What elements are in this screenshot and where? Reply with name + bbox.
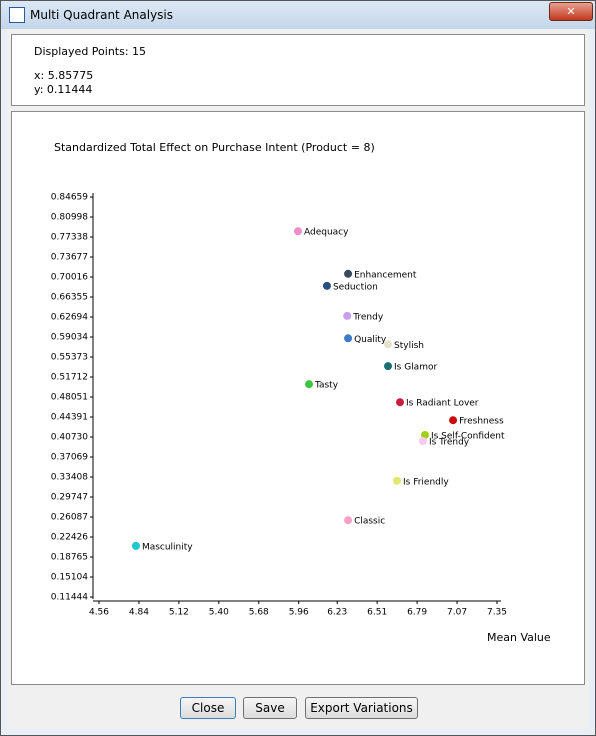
point: [418, 436, 427, 445]
y-tick-label: 0.22426: [51, 533, 88, 543]
y-tick-label: 0.11444: [51, 593, 88, 603]
y-tick-label: 0.55373: [51, 353, 88, 363]
y-tick-label: 0.80998: [51, 213, 88, 223]
x-tick-label: 5.96: [289, 608, 309, 618]
button[interactable]: Save: [243, 697, 297, 719]
point-label: Stylish: [394, 341, 424, 351]
x-tick-label: 7.07: [447, 608, 467, 618]
point: [449, 416, 458, 425]
x-tick-label: 5.68: [249, 608, 269, 618]
button[interactable]: Close: [180, 697, 236, 719]
point: [344, 269, 353, 278]
point-label: Is Trendy: [429, 437, 470, 447]
x-tick-label: 6.23: [327, 608, 347, 618]
cursor-y: y: 0.11444: [34, 83, 93, 96]
point: [343, 311, 352, 320]
point-label: Is Radiant Lover: [406, 399, 479, 409]
chart-title: Standardized Total Effect on Purchase In…: [54, 141, 375, 154]
y-tick-label: 0.70016: [51, 273, 88, 283]
y-tick-label: 0.29747: [51, 493, 88, 503]
y-tick-label: 0.26087: [51, 513, 88, 523]
dialog-body: Displayed Points: 15 x: 5.85775 y: 0.114…: [7, 29, 589, 729]
close-window[interactable]: ✕: [549, 2, 593, 21]
point-count: Displayed Points: 15: [34, 45, 147, 58]
point: [131, 541, 140, 550]
x-tick-label: 5.12: [169, 608, 189, 618]
y-tick-label: 0.18765: [51, 553, 88, 563]
point: [384, 362, 393, 371]
point-label: Masculinity: [142, 542, 193, 552]
window-title: Multi Quadrant Analysis: [30, 8, 174, 22]
y-tick-label: 0.59034: [51, 332, 88, 342]
point: [322, 281, 331, 290]
point-label: Seduction: [333, 282, 378, 292]
y-tick-label: 0.48051: [51, 393, 88, 403]
point: [304, 380, 313, 389]
x-tick-label: 5.40: [209, 608, 229, 618]
point-label: Is Glamor: [394, 363, 437, 373]
point-label: Tasty: [314, 381, 339, 391]
button[interactable]: Export Variations: [305, 697, 418, 719]
y-tick-label: 0.84659: [51, 193, 88, 203]
point-label: Is Friendly: [403, 477, 449, 487]
point-label: Is Self-Confident: [431, 431, 505, 441]
y-tick-label: 0.66355: [51, 293, 88, 303]
point: [294, 227, 302, 236]
y-tick-label: 0.44391: [51, 412, 88, 422]
point-label: Trendy: [352, 312, 384, 322]
chart: Standardized Total Effect on Purchase In…: [51, 141, 551, 644]
app-icon: [9, 7, 25, 23]
point: [393, 476, 402, 485]
y-tick-label: 0.77338: [51, 232, 88, 242]
y-tick-label: 0.73677: [51, 252, 88, 262]
y-tick-label: 0.51712: [51, 373, 88, 383]
x-tick-label: 4.56: [89, 608, 109, 618]
y-tick-label: 0.15104: [51, 573, 88, 583]
chart-panel: [11, 111, 585, 685]
point: [344, 516, 353, 525]
point-label: Freshness: [459, 417, 504, 427]
point: [395, 398, 404, 407]
y-tick-label: 0.40730: [51, 433, 88, 443]
point-label: Classic: [354, 517, 385, 527]
point-label: Enhancement: [354, 270, 417, 280]
info-panel: Displayed Points: 15 x: 5.85775 y: 0.114…: [11, 34, 585, 106]
title-bar: Multi Quadrant Analysis ✕: [1, 1, 595, 29]
y-tick-label: 0.62694: [51, 313, 88, 323]
x-axis-label: Mean Value: [487, 631, 551, 644]
point-label: Quality: [354, 335, 387, 345]
x-tick-label: 6.51: [367, 608, 387, 618]
y-tick-label: 0.37069: [51, 453, 88, 463]
point: [384, 340, 393, 349]
point-label: Adequacy: [304, 228, 349, 238]
x-tick-label: 4.84: [129, 608, 149, 618]
point: [420, 430, 429, 439]
y-tick-label: 0.33408: [51, 473, 88, 483]
cursor-x: x: 5.85775: [34, 69, 94, 82]
x-tick-label: 7.35: [487, 608, 507, 618]
x-tick-label: 6.79: [407, 608, 427, 618]
point: [344, 334, 353, 343]
